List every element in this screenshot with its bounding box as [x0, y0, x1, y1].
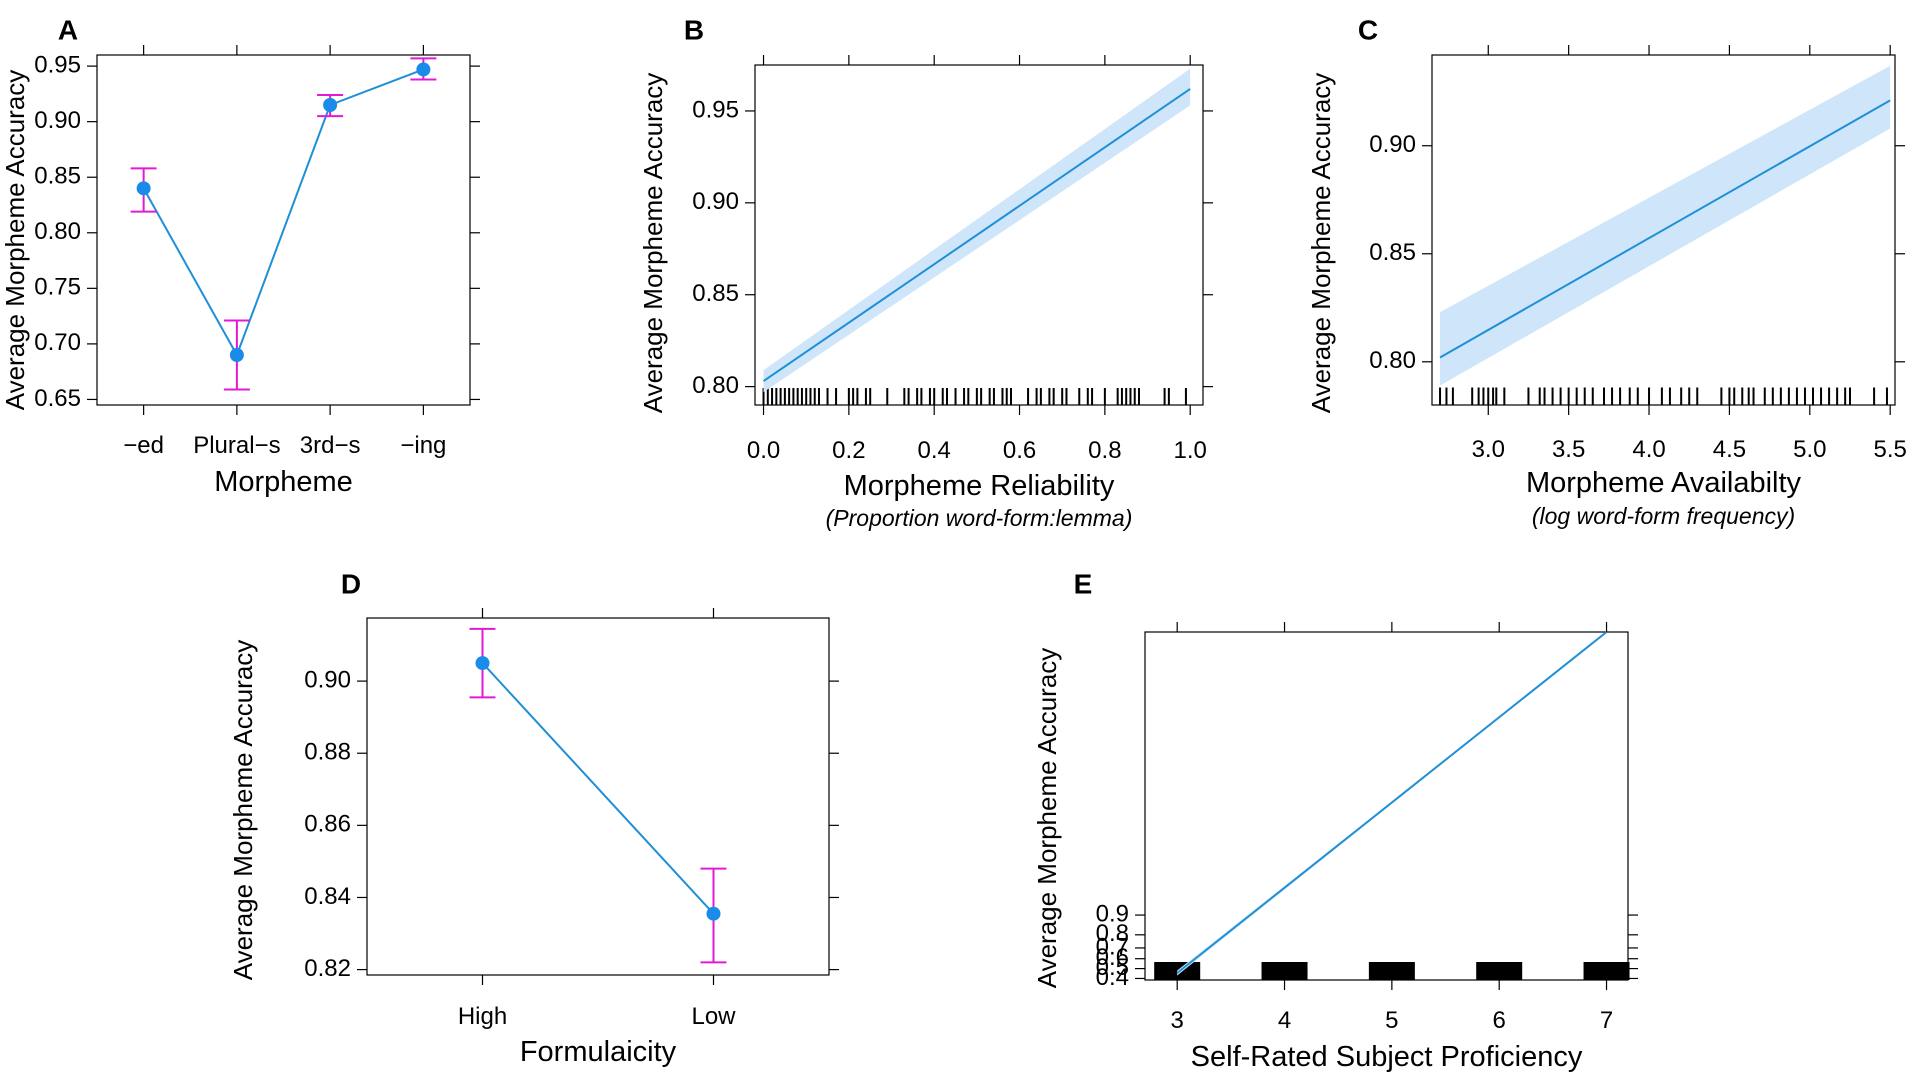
- data-point: [475, 656, 490, 671]
- y-tick-label: 0.70: [34, 329, 81, 356]
- y-tick-label: 0.7: [1096, 933, 1129, 960]
- y-tick-label: 0.95: [692, 96, 739, 123]
- y-tick-label: 0.80: [692, 372, 739, 399]
- x-tick-label: 0.6: [1003, 437, 1036, 464]
- x-tick-label: 4.5: [1713, 436, 1746, 463]
- x-tick-label: Low: [691, 1003, 736, 1030]
- y-tick-label: 0.86: [304, 811, 351, 838]
- x-tick-label: 0.2: [832, 437, 865, 464]
- x-tick-label: 5.0: [1793, 436, 1826, 463]
- data-point: [323, 98, 338, 112]
- x-tick-label: Plural−s: [193, 432, 280, 459]
- panel-letter: C: [1358, 14, 1378, 45]
- x-tick-label: 5: [1385, 1007, 1398, 1034]
- x-tick-label: 3rd−s: [300, 432, 361, 459]
- x-tick-label: 0.8: [1088, 437, 1121, 464]
- y-tick-label: 0.85: [1369, 239, 1416, 266]
- y-tick-label: 0.88: [304, 739, 351, 766]
- confidence-band: [763, 68, 1191, 393]
- y-tick-label: 0.80: [1369, 347, 1416, 374]
- fit-line: [1439, 99, 1891, 359]
- y-tick-label: 0.95: [34, 51, 81, 78]
- x-axis-title: Self-Rated Subject Proficiency: [1191, 1041, 1583, 1073]
- y-tick-label: 0.80: [34, 218, 81, 245]
- x-tick-label: −ed: [123, 432, 164, 459]
- panel-letter: B: [684, 14, 704, 45]
- panel-letter: E: [1074, 568, 1093, 599]
- panel-letter: D: [341, 568, 361, 599]
- y-tick-label: 0.90: [304, 666, 351, 693]
- x-axis-title: Morpheme: [214, 466, 353, 498]
- x-tick-label: 4.0: [1632, 436, 1665, 463]
- panel-letter: A: [58, 14, 78, 45]
- y-tick-label: 0.6: [1096, 944, 1129, 971]
- x-tick-label: 0.0: [747, 437, 780, 464]
- y-tick-label: 0.9: [1096, 900, 1129, 927]
- x-tick-label: 6: [1493, 1007, 1506, 1034]
- y-tick-label: 0.90: [34, 107, 81, 134]
- y-tick-label: 0.85: [34, 163, 81, 190]
- rug-mark: [1583, 962, 1630, 980]
- x-axis-subtitle: (log word-form frequency): [1532, 503, 1795, 529]
- y-axis-title: Average Morpheme Accuracy: [1032, 648, 1062, 989]
- fit-line: [1176, 631, 1608, 974]
- x-tick-label: High: [458, 1003, 507, 1030]
- x-tick-label: 7: [1600, 1007, 1613, 1034]
- y-axis-title: Average Morpheme Accuracy: [1306, 73, 1336, 414]
- y-tick-label: 0.82: [304, 955, 351, 982]
- rug-mark: [1476, 962, 1523, 980]
- rug-mark: [1368, 962, 1415, 980]
- plot-frame: [754, 64, 1204, 406]
- fit-line: [762, 88, 1191, 382]
- y-axis-title: Average Morpheme Accuracy: [638, 73, 668, 414]
- x-axis-title: Formulaicity: [520, 1036, 677, 1068]
- data-point: [136, 181, 151, 196]
- x-tick-label: 5.5: [1873, 436, 1906, 463]
- y-tick-label: 0.85: [692, 280, 739, 307]
- panel-a: A 0.65 0.70 0.75 0.80 0.85 0.90 0.95 −ed Plural−s…: [0, 14, 480, 498]
- x-axis-subtitle: (Proportion word-form:lemma): [826, 505, 1133, 531]
- y-tick-label: 0.5: [1096, 954, 1129, 981]
- series-line: [142, 68, 424, 358]
- x-tick-label: 0.4: [918, 437, 951, 464]
- data-point: [706, 906, 721, 921]
- plot-frame: [366, 617, 830, 976]
- y-tick-label: 0.8: [1096, 920, 1129, 947]
- x-tick-label: 3.5: [1552, 436, 1585, 463]
- y-tick-label: 0.84: [304, 883, 351, 910]
- x-axis-title: Morpheme Availabilty: [1526, 467, 1802, 499]
- plot-frame: [1431, 54, 1896, 406]
- x-tick-label: 1.0: [1174, 437, 1207, 464]
- confidence-band: [1440, 65, 1891, 386]
- panel-e: E 0.40.50.60.70.80.9 3 4 5 6 7 Self-Rated Subje…: [1032, 568, 1638, 1073]
- y-tick-label: 0.4: [1096, 964, 1129, 991]
- panel-b: B 0.80 0.85 0.90 0.95 0.0 0.2 0.4 0.6 0.8 1.0 Morph…: [638, 14, 1213, 531]
- rug-mark: [1261, 962, 1308, 980]
- y-axis-title: Average Morpheme Accuracy: [228, 640, 258, 981]
- y-tick-label: 0.90: [1369, 131, 1416, 158]
- y-axis-title: Average Morpheme Accuracy: [0, 70, 30, 411]
- series-line: [481, 662, 715, 915]
- x-tick-label: 3.0: [1472, 436, 1505, 463]
- x-tick-label: 3: [1171, 1007, 1184, 1034]
- y-tick-label: 0.75: [34, 274, 81, 301]
- x-tick-label: −ing: [400, 432, 446, 459]
- x-axis-title: Morpheme Reliability: [844, 470, 1115, 502]
- y-tick-label: 0.65: [34, 385, 81, 412]
- data-point: [416, 62, 431, 77]
- x-tick-label: 4: [1278, 1007, 1291, 1034]
- data-point: [229, 348, 244, 362]
- y-tick-label: 0.90: [692, 188, 739, 215]
- panel-d: D 0.82 0.84 0.86 0.88 0.90 High Low Formulaicity…: [228, 568, 839, 1068]
- plot-frame: [96, 54, 471, 406]
- panel-c: C 0.80 0.85 0.90 3.0 3.5 4.0 4.5 5.0 5.5 Morpheme …: [1306, 14, 1907, 529]
